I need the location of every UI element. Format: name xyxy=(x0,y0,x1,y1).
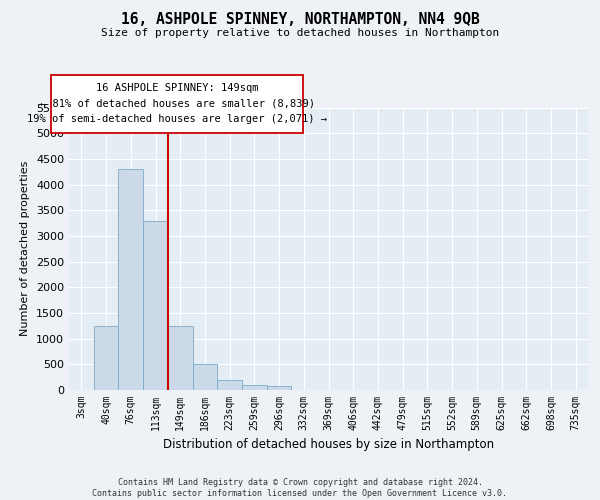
Text: 16, ASHPOLE SPINNEY, NORTHAMPTON, NN4 9QB: 16, ASHPOLE SPINNEY, NORTHAMPTON, NN4 9Q… xyxy=(121,12,479,28)
Text: 16 ASHPOLE SPINNEY: 149sqm
← 81% of detached houses are smaller (8,839)
19% of s: 16 ASHPOLE SPINNEY: 149sqm ← 81% of deta… xyxy=(27,83,327,124)
Bar xyxy=(193,364,217,390)
Text: Contains HM Land Registry data © Crown copyright and database right 2024.
Contai: Contains HM Land Registry data © Crown c… xyxy=(92,478,508,498)
Text: Size of property relative to detached houses in Northampton: Size of property relative to detached ho… xyxy=(101,28,499,38)
X-axis label: Distribution of detached houses by size in Northampton: Distribution of detached houses by size … xyxy=(163,438,494,452)
Y-axis label: Number of detached properties: Number of detached properties xyxy=(20,161,31,336)
Bar xyxy=(242,385,267,390)
Bar xyxy=(267,386,292,390)
Bar xyxy=(217,380,242,390)
Bar xyxy=(94,326,118,390)
Bar xyxy=(118,169,143,390)
Bar xyxy=(143,220,168,390)
Bar xyxy=(168,326,193,390)
